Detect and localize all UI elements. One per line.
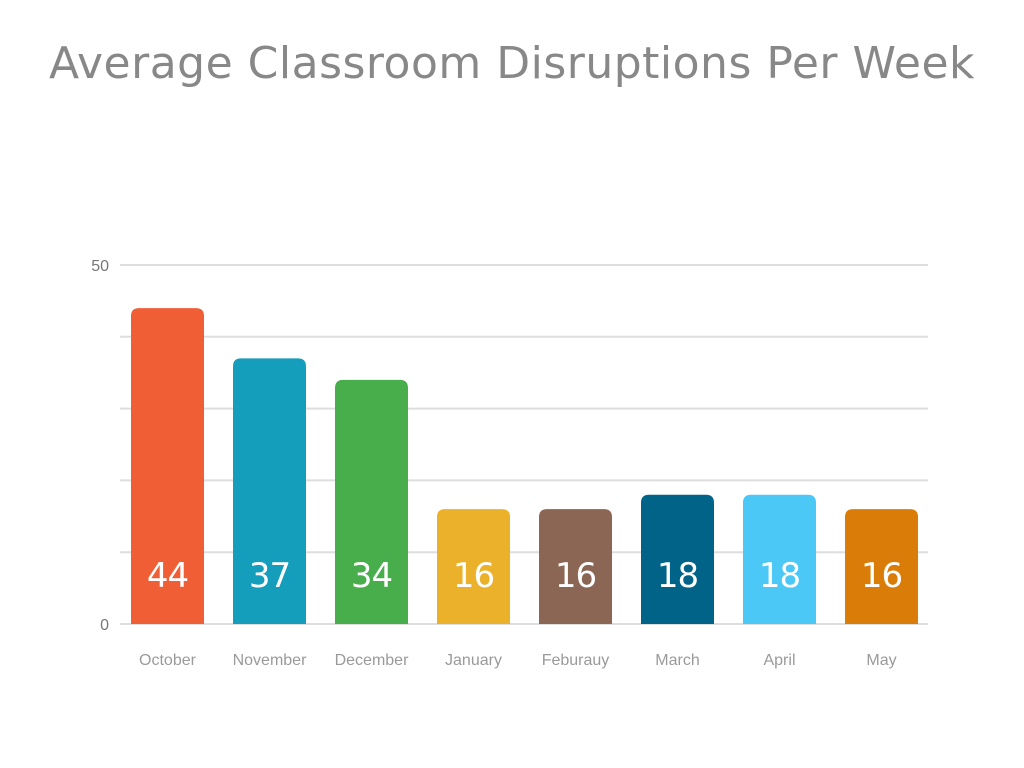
bar-december [335, 379, 408, 624]
x-tick-label: Feburauy [542, 652, 610, 669]
data-label: 16 [555, 556, 596, 596]
bar-may [845, 509, 918, 624]
x-tick-label: January [445, 652, 502, 669]
x-tick-label: December [335, 652, 409, 669]
data-label: 34 [351, 556, 392, 596]
data-label: 16 [453, 556, 494, 596]
data-label: 44 [147, 556, 188, 596]
bar-january [437, 509, 510, 624]
x-tick-label: May [866, 652, 896, 669]
bar-feburauy [539, 509, 612, 624]
data-label: 18 [759, 556, 800, 596]
bar-november [233, 358, 306, 624]
x-tick-label: November [233, 652, 307, 669]
x-tick-label: October [139, 652, 197, 669]
y-tick-label: 50 [91, 258, 109, 275]
y-tick-label: 0 [100, 617, 109, 634]
data-label: 18 [657, 556, 698, 596]
chart-title: Average Classroom Disruptions Per Week [48, 38, 976, 89]
data-label: 16 [861, 556, 902, 596]
data-label: 37 [249, 556, 290, 596]
x-tick-label: March [655, 652, 699, 669]
bar-march [641, 494, 714, 624]
x-tick-label: April [763, 652, 795, 669]
bar-october [131, 308, 204, 624]
bar-april [743, 494, 816, 624]
